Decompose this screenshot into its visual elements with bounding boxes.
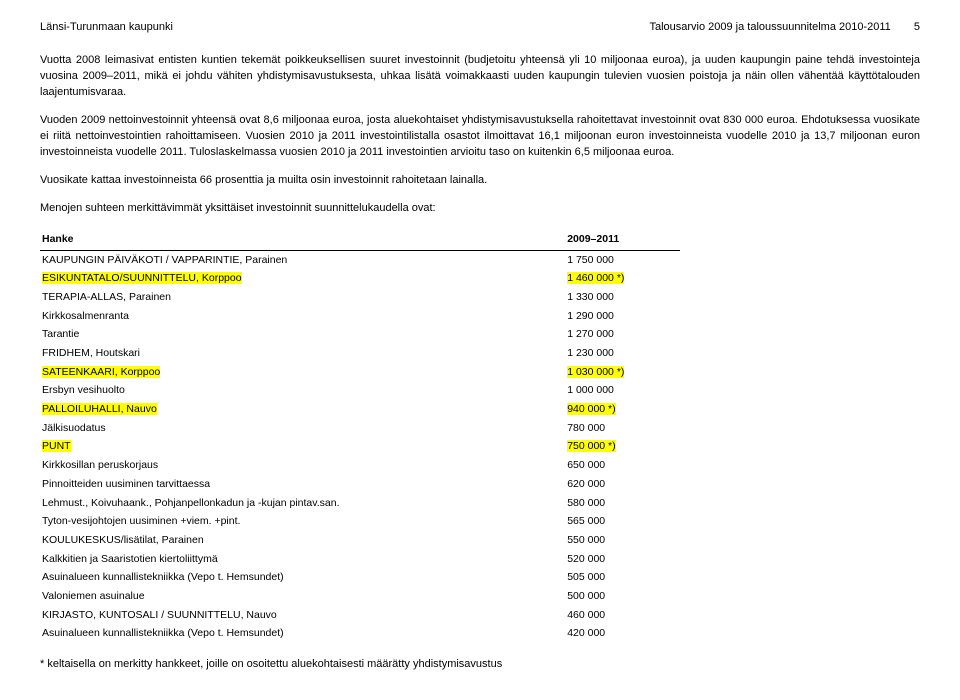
- col-header-name: Hanke: [40, 229, 565, 250]
- table-row: Kalkkitien ja Saaristotien kiertoliittym…: [40, 550, 680, 569]
- table-row: KIRJASTO, KUNTOSALI / SUUNNITTELU, Nauvo…: [40, 606, 680, 625]
- row-name: PALLOILUHALLI, Nauvo: [40, 400, 565, 419]
- row-name: Pinnoitteiden uusiminen tarvittaessa: [40, 475, 565, 494]
- table-row: Asuinalueen kunnallistekniikka (Vepo t. …: [40, 568, 680, 587]
- row-name: KOULUKESKUS/lisätilat, Parainen: [40, 531, 565, 550]
- table-row: PUNT750 000 *): [40, 437, 680, 456]
- table-row: Asuinalueen kunnallistekniikka (Vepo t. …: [40, 624, 680, 643]
- table-row: KAUPUNGIN PÄIVÄKOTI / VAPPARINTIE, Parai…: [40, 250, 680, 269]
- row-name: Tyton-vesijohtojen uusiminen +viem. +pin…: [40, 512, 565, 531]
- paragraph-2: Vuoden 2009 nettoinvestoinnit yhteensä o…: [40, 113, 920, 161]
- table-row: TERAPIA-ALLAS, Parainen1 330 000: [40, 288, 680, 307]
- row-value: 1 330 000: [565, 288, 680, 307]
- row-name: Jälkisuodatus: [40, 419, 565, 438]
- table-row: PALLOILUHALLI, Nauvo940 000 *): [40, 400, 680, 419]
- row-value: 1 750 000: [565, 250, 680, 269]
- row-name: Kirkkosalmenranta: [40, 307, 565, 326]
- row-name: Tarantie: [40, 325, 565, 344]
- row-name: FRIDHEM, Houtskari: [40, 344, 565, 363]
- row-name: Lehmust., Koivuhaank., Pohjanpellonkadun…: [40, 494, 565, 513]
- row-value: 1 290 000: [565, 307, 680, 326]
- row-value: 500 000: [565, 587, 680, 606]
- table-row: Ersbyn vesihuolto1 000 000: [40, 381, 680, 400]
- table-row: FRIDHEM, Houtskari1 230 000: [40, 344, 680, 363]
- page-number: 5: [914, 21, 920, 33]
- header-right: Talousarvio 2009 ja taloussuunnitelma 20…: [649, 20, 920, 35]
- table-header-row: Hanke 2009–2011: [40, 229, 680, 250]
- row-value: 565 000: [565, 512, 680, 531]
- table-row: Jälkisuodatus780 000: [40, 419, 680, 438]
- row-value: 420 000: [565, 624, 680, 643]
- row-value: 520 000: [565, 550, 680, 569]
- row-name: TERAPIA-ALLAS, Parainen: [40, 288, 565, 307]
- row-value: 620 000: [565, 475, 680, 494]
- row-name: Asuinalueen kunnallistekniikka (Vepo t. …: [40, 624, 565, 643]
- row-value: 460 000: [565, 606, 680, 625]
- row-value: 505 000: [565, 568, 680, 587]
- row-value: 1 270 000: [565, 325, 680, 344]
- header-left: Länsi-Turunmaan kaupunki: [40, 20, 173, 35]
- row-name: Kirkkosillan peruskorjaus: [40, 456, 565, 475]
- row-value: 940 000 *): [565, 400, 680, 419]
- table-row: Tarantie1 270 000: [40, 325, 680, 344]
- table-row: Pinnoitteiden uusiminen tarvittaessa620 …: [40, 475, 680, 494]
- table-row: Valoniemen asuinalue500 000: [40, 587, 680, 606]
- table-row: Lehmust., Koivuhaank., Pohjanpellonkadun…: [40, 494, 680, 513]
- investment-table: Hanke 2009–2011 KAUPUNGIN PÄIVÄKOTI / VA…: [40, 229, 680, 643]
- footnote: * keltaisella on merkitty hankkeet, joil…: [40, 657, 920, 672]
- col-header-value: 2009–2011: [565, 229, 680, 250]
- table-row: ESIKUNTATALO/SUUNNITTELU, Korppoo1 460 0…: [40, 269, 680, 288]
- document-page: Länsi-Turunmaan kaupunki Talousarvio 200…: [0, 0, 960, 700]
- row-name: Kalkkitien ja Saaristotien kiertoliittym…: [40, 550, 565, 569]
- page-header: Länsi-Turunmaan kaupunki Talousarvio 200…: [40, 20, 920, 35]
- row-value: 750 000 *): [565, 437, 680, 456]
- paragraph-4: Menojen suhteen merkittävimmät yksittäis…: [40, 201, 920, 217]
- row-name: PUNT: [40, 437, 565, 456]
- row-name: Valoniemen asuinalue: [40, 587, 565, 606]
- paragraph-3: Vuosikate kattaa investoinneista 66 pros…: [40, 173, 920, 189]
- row-name: KIRJASTO, KUNTOSALI / SUUNNITTELU, Nauvo: [40, 606, 565, 625]
- table-row: KOULUKESKUS/lisätilat, Parainen550 000: [40, 531, 680, 550]
- row-name: SATEENKAARI, Korppoo: [40, 363, 565, 382]
- row-name: KAUPUNGIN PÄIVÄKOTI / VAPPARINTIE, Parai…: [40, 250, 565, 269]
- row-value: 1 460 000 *): [565, 269, 680, 288]
- paragraph-1: Vuotta 2008 leimasivat entisten kuntien …: [40, 53, 920, 101]
- row-value: 780 000: [565, 419, 680, 438]
- table-row: Tyton-vesijohtojen uusiminen +viem. +pin…: [40, 512, 680, 531]
- table-row: SATEENKAARI, Korppoo1 030 000 *): [40, 363, 680, 382]
- row-value: 650 000: [565, 456, 680, 475]
- row-value: 1 030 000 *): [565, 363, 680, 382]
- row-name: Asuinalueen kunnallistekniikka (Vepo t. …: [40, 568, 565, 587]
- header-title: Talousarvio 2009 ja taloussuunnitelma 20…: [649, 21, 890, 33]
- row-value: 550 000: [565, 531, 680, 550]
- table-row: Kirkkosillan peruskorjaus650 000: [40, 456, 680, 475]
- row-name: Ersbyn vesihuolto: [40, 381, 565, 400]
- row-name: ESIKUNTATALO/SUUNNITTELU, Korppoo: [40, 269, 565, 288]
- row-value: 580 000: [565, 494, 680, 513]
- row-value: 1 230 000: [565, 344, 680, 363]
- row-value: 1 000 000: [565, 381, 680, 400]
- table-row: Kirkkosalmenranta1 290 000: [40, 307, 680, 326]
